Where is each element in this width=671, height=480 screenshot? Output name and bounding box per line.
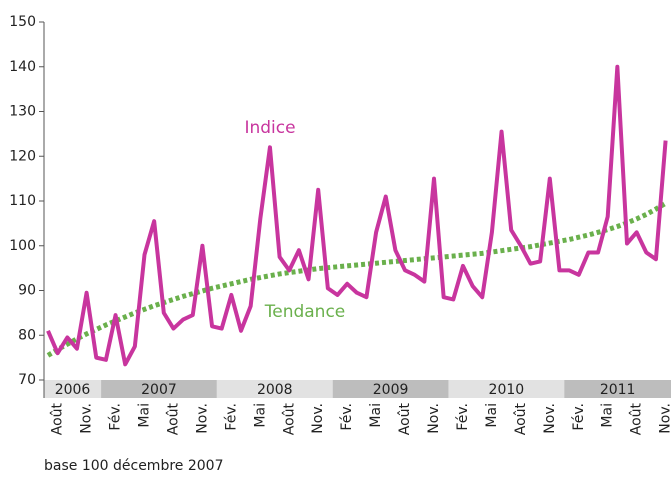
series-line <box>46 64 668 367</box>
year-label: 2008 <box>257 382 293 398</box>
series-line <box>46 201 667 358</box>
year-label: 2006 <box>55 382 91 398</box>
x-tick-label: Nov. <box>542 403 558 434</box>
x-tick-label: Nov. <box>194 403 210 434</box>
y-tick-label: 140 <box>9 59 36 75</box>
year-label: 2007 <box>141 382 177 398</box>
series-label: Indice <box>244 118 295 138</box>
y-tick-label: 110 <box>9 193 36 209</box>
y-tick-label: 100 <box>9 238 36 254</box>
y-tick-label: 120 <box>9 148 36 164</box>
y-tick-label: 70 <box>18 372 36 388</box>
x-tick-label: Août <box>165 402 181 435</box>
year-band <box>44 380 102 398</box>
year-label: 2009 <box>373 382 409 398</box>
year-band <box>564 380 671 398</box>
x-tick-label: Août <box>281 402 297 435</box>
x-tick-label: Fév. <box>571 403 587 431</box>
x-tick-label: Mai <box>368 403 384 428</box>
year-band <box>216 380 333 398</box>
y-tick-label: 90 <box>18 283 36 299</box>
year-band <box>332 380 449 398</box>
x-tick-label: Août <box>513 402 529 435</box>
series-label: Tendance <box>264 302 346 322</box>
x-tick-label: Nov. <box>658 403 671 434</box>
x-tick-label: Août <box>397 402 413 435</box>
y-tick-label: 130 <box>9 104 36 120</box>
x-tick-label: Mai <box>484 403 500 428</box>
x-tick-label: Fév. <box>108 403 124 431</box>
y-tick-label: 150 <box>9 14 36 30</box>
x-tick-label: Nov. <box>426 403 442 434</box>
year-label: 2011 <box>600 382 636 398</box>
x-tick-label: Fév. <box>223 403 239 431</box>
year-label: 2010 <box>489 382 525 398</box>
x-tick-label: Août <box>50 402 66 435</box>
x-tick-label: Août <box>629 402 645 435</box>
y-tick-label: 80 <box>18 327 36 343</box>
year-band <box>101 380 217 398</box>
x-tick-label: Fév. <box>455 403 471 431</box>
x-tick-label: Mai <box>252 403 268 428</box>
x-tick-label: Mai <box>137 403 153 428</box>
x-tick-label: Mai <box>600 403 616 428</box>
x-tick-label: Nov. <box>310 403 326 434</box>
x-tick-label: Nov. <box>79 403 95 434</box>
year-band <box>448 380 565 398</box>
x-tick-label: Fév. <box>339 403 355 431</box>
footnote: base 100 décembre 2007 <box>44 458 223 474</box>
